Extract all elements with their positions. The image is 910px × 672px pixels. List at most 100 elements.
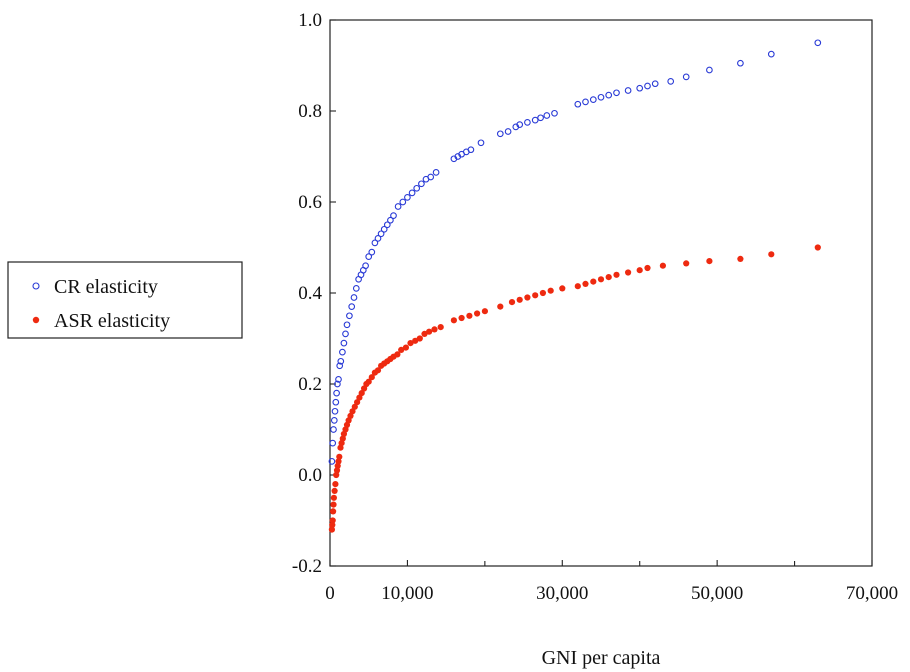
point-cr-elasticity xyxy=(352,285,360,292)
point-cr-elasticity xyxy=(371,239,379,247)
y-tick-label: 0.0 xyxy=(298,465,322,486)
y-tick-label: 0.6 xyxy=(298,192,322,213)
point-cr-elasticity xyxy=(368,248,376,256)
point-cr-elasticity xyxy=(328,458,336,465)
point-asr-elasticity xyxy=(329,521,336,529)
point-cr-elasticity xyxy=(467,146,475,154)
point-asr-elasticity xyxy=(426,328,433,335)
point-asr-elasticity xyxy=(768,251,775,258)
point-asr-elasticity xyxy=(331,487,338,494)
point-asr-elasticity xyxy=(394,351,401,358)
point-cr-elasticity xyxy=(362,262,369,270)
point-cr-elasticity xyxy=(413,184,421,192)
point-asr-elasticity xyxy=(333,471,340,479)
tick-labels: -0.2 0.0 0.2 0.4 0.6 0.8 1.0 0 10,000 30,000 50,00… xyxy=(292,10,898,604)
point-asr-elasticity xyxy=(539,289,547,297)
y-tick-label: 1.0 xyxy=(298,10,322,31)
y-tick-label: 0.2 xyxy=(298,374,322,395)
point-asr-elasticity xyxy=(625,269,632,276)
legend-marker-cr-elasticity xyxy=(32,282,40,290)
point-asr-elasticity xyxy=(474,310,481,317)
point-asr-elasticity xyxy=(636,267,643,274)
point-asr-elasticity xyxy=(328,526,335,533)
point-asr-elasticity xyxy=(706,258,713,265)
point-asr-elasticity xyxy=(374,367,382,374)
point-cr-elasticity xyxy=(331,407,339,415)
point-asr-elasticity xyxy=(332,481,339,488)
point-asr-elasticity xyxy=(516,296,523,303)
point-asr-elasticity xyxy=(597,276,605,283)
point-cr-elasticity xyxy=(332,398,340,406)
point-cr-elasticity xyxy=(346,312,353,320)
point-cr-elasticity xyxy=(636,84,644,92)
point-cr-elasticity xyxy=(582,98,589,106)
point-asr-elasticity xyxy=(559,285,566,292)
point-asr-elasticity xyxy=(398,346,405,353)
point-asr-elasticity xyxy=(402,344,409,351)
point-asr-elasticity xyxy=(437,324,444,331)
x-tick-label: 70,000 xyxy=(846,583,898,604)
point-asr-elasticity xyxy=(683,260,690,267)
legend: CR elasticity ASR elasticity xyxy=(7,261,243,339)
point-asr-elasticity xyxy=(330,494,337,501)
point-cr-elasticity xyxy=(365,253,373,260)
point-cr-elasticity xyxy=(377,230,385,238)
point-cr-elasticity xyxy=(342,330,349,338)
plot-area xyxy=(328,19,873,567)
point-asr-elasticity xyxy=(458,314,465,322)
point-asr-elasticity xyxy=(613,271,620,278)
point-asr-elasticity xyxy=(737,255,744,262)
point-asr-elasticity xyxy=(421,330,428,337)
x-tick-label: 0 xyxy=(325,583,335,604)
point-asr-elasticity xyxy=(358,390,365,397)
point-cr-elasticity xyxy=(418,180,425,188)
point-cr-elasticity xyxy=(644,82,651,90)
point-asr-elasticity xyxy=(365,378,372,385)
point-asr-elasticity xyxy=(335,458,342,465)
point-cr-elasticity xyxy=(737,59,744,67)
point-cr-elasticity xyxy=(543,112,551,119)
point-cr-elasticity xyxy=(330,417,338,424)
legend-marker-asr-elasticity xyxy=(32,316,40,324)
point-cr-elasticity xyxy=(496,130,504,138)
point-asr-elasticity xyxy=(644,264,651,272)
point-cr-elasticity xyxy=(524,119,531,126)
point-cr-elasticity xyxy=(335,376,342,383)
point-asr-elasticity xyxy=(368,374,375,381)
y-tick-label: -0.2 xyxy=(292,556,322,577)
x-tick-label: 30,000 xyxy=(536,583,588,604)
point-asr-elasticity xyxy=(330,508,337,515)
legend-box xyxy=(7,261,243,339)
point-cr-elasticity xyxy=(399,198,407,206)
point-asr-elasticity xyxy=(407,340,414,347)
point-cr-elasticity xyxy=(613,89,620,97)
x-tick-label: 50,000 xyxy=(691,583,743,604)
point-cr-elasticity xyxy=(574,100,582,108)
point-asr-elasticity xyxy=(416,335,423,342)
point-cr-elasticity xyxy=(597,93,605,101)
point-cr-elasticity xyxy=(340,339,348,347)
point-asr-elasticity xyxy=(431,326,438,333)
point-asr-elasticity xyxy=(524,294,531,301)
point-cr-elasticity xyxy=(651,80,659,88)
point-cr-elasticity xyxy=(383,221,391,229)
data-points xyxy=(328,39,822,533)
x-axis-label: GNI per capita xyxy=(542,647,661,669)
point-cr-elasticity xyxy=(624,87,632,94)
point-asr-elasticity xyxy=(605,274,612,281)
point-asr-elasticity xyxy=(329,517,336,524)
point-cr-elasticity xyxy=(374,235,382,242)
plot-frame xyxy=(329,19,873,567)
point-cr-elasticity xyxy=(504,128,512,135)
point-cr-elasticity xyxy=(537,114,544,122)
point-asr-elasticity xyxy=(466,312,473,319)
point-cr-elasticity xyxy=(404,194,411,201)
point-cr-elasticity xyxy=(477,139,485,147)
point-cr-elasticity xyxy=(516,121,524,128)
point-asr-elasticity xyxy=(590,278,597,285)
point-asr-elasticity xyxy=(450,317,457,324)
point-cr-elasticity xyxy=(334,380,341,388)
point-asr-elasticity xyxy=(330,501,337,508)
point-cr-elasticity xyxy=(667,78,675,85)
point-cr-elasticity xyxy=(394,203,402,210)
